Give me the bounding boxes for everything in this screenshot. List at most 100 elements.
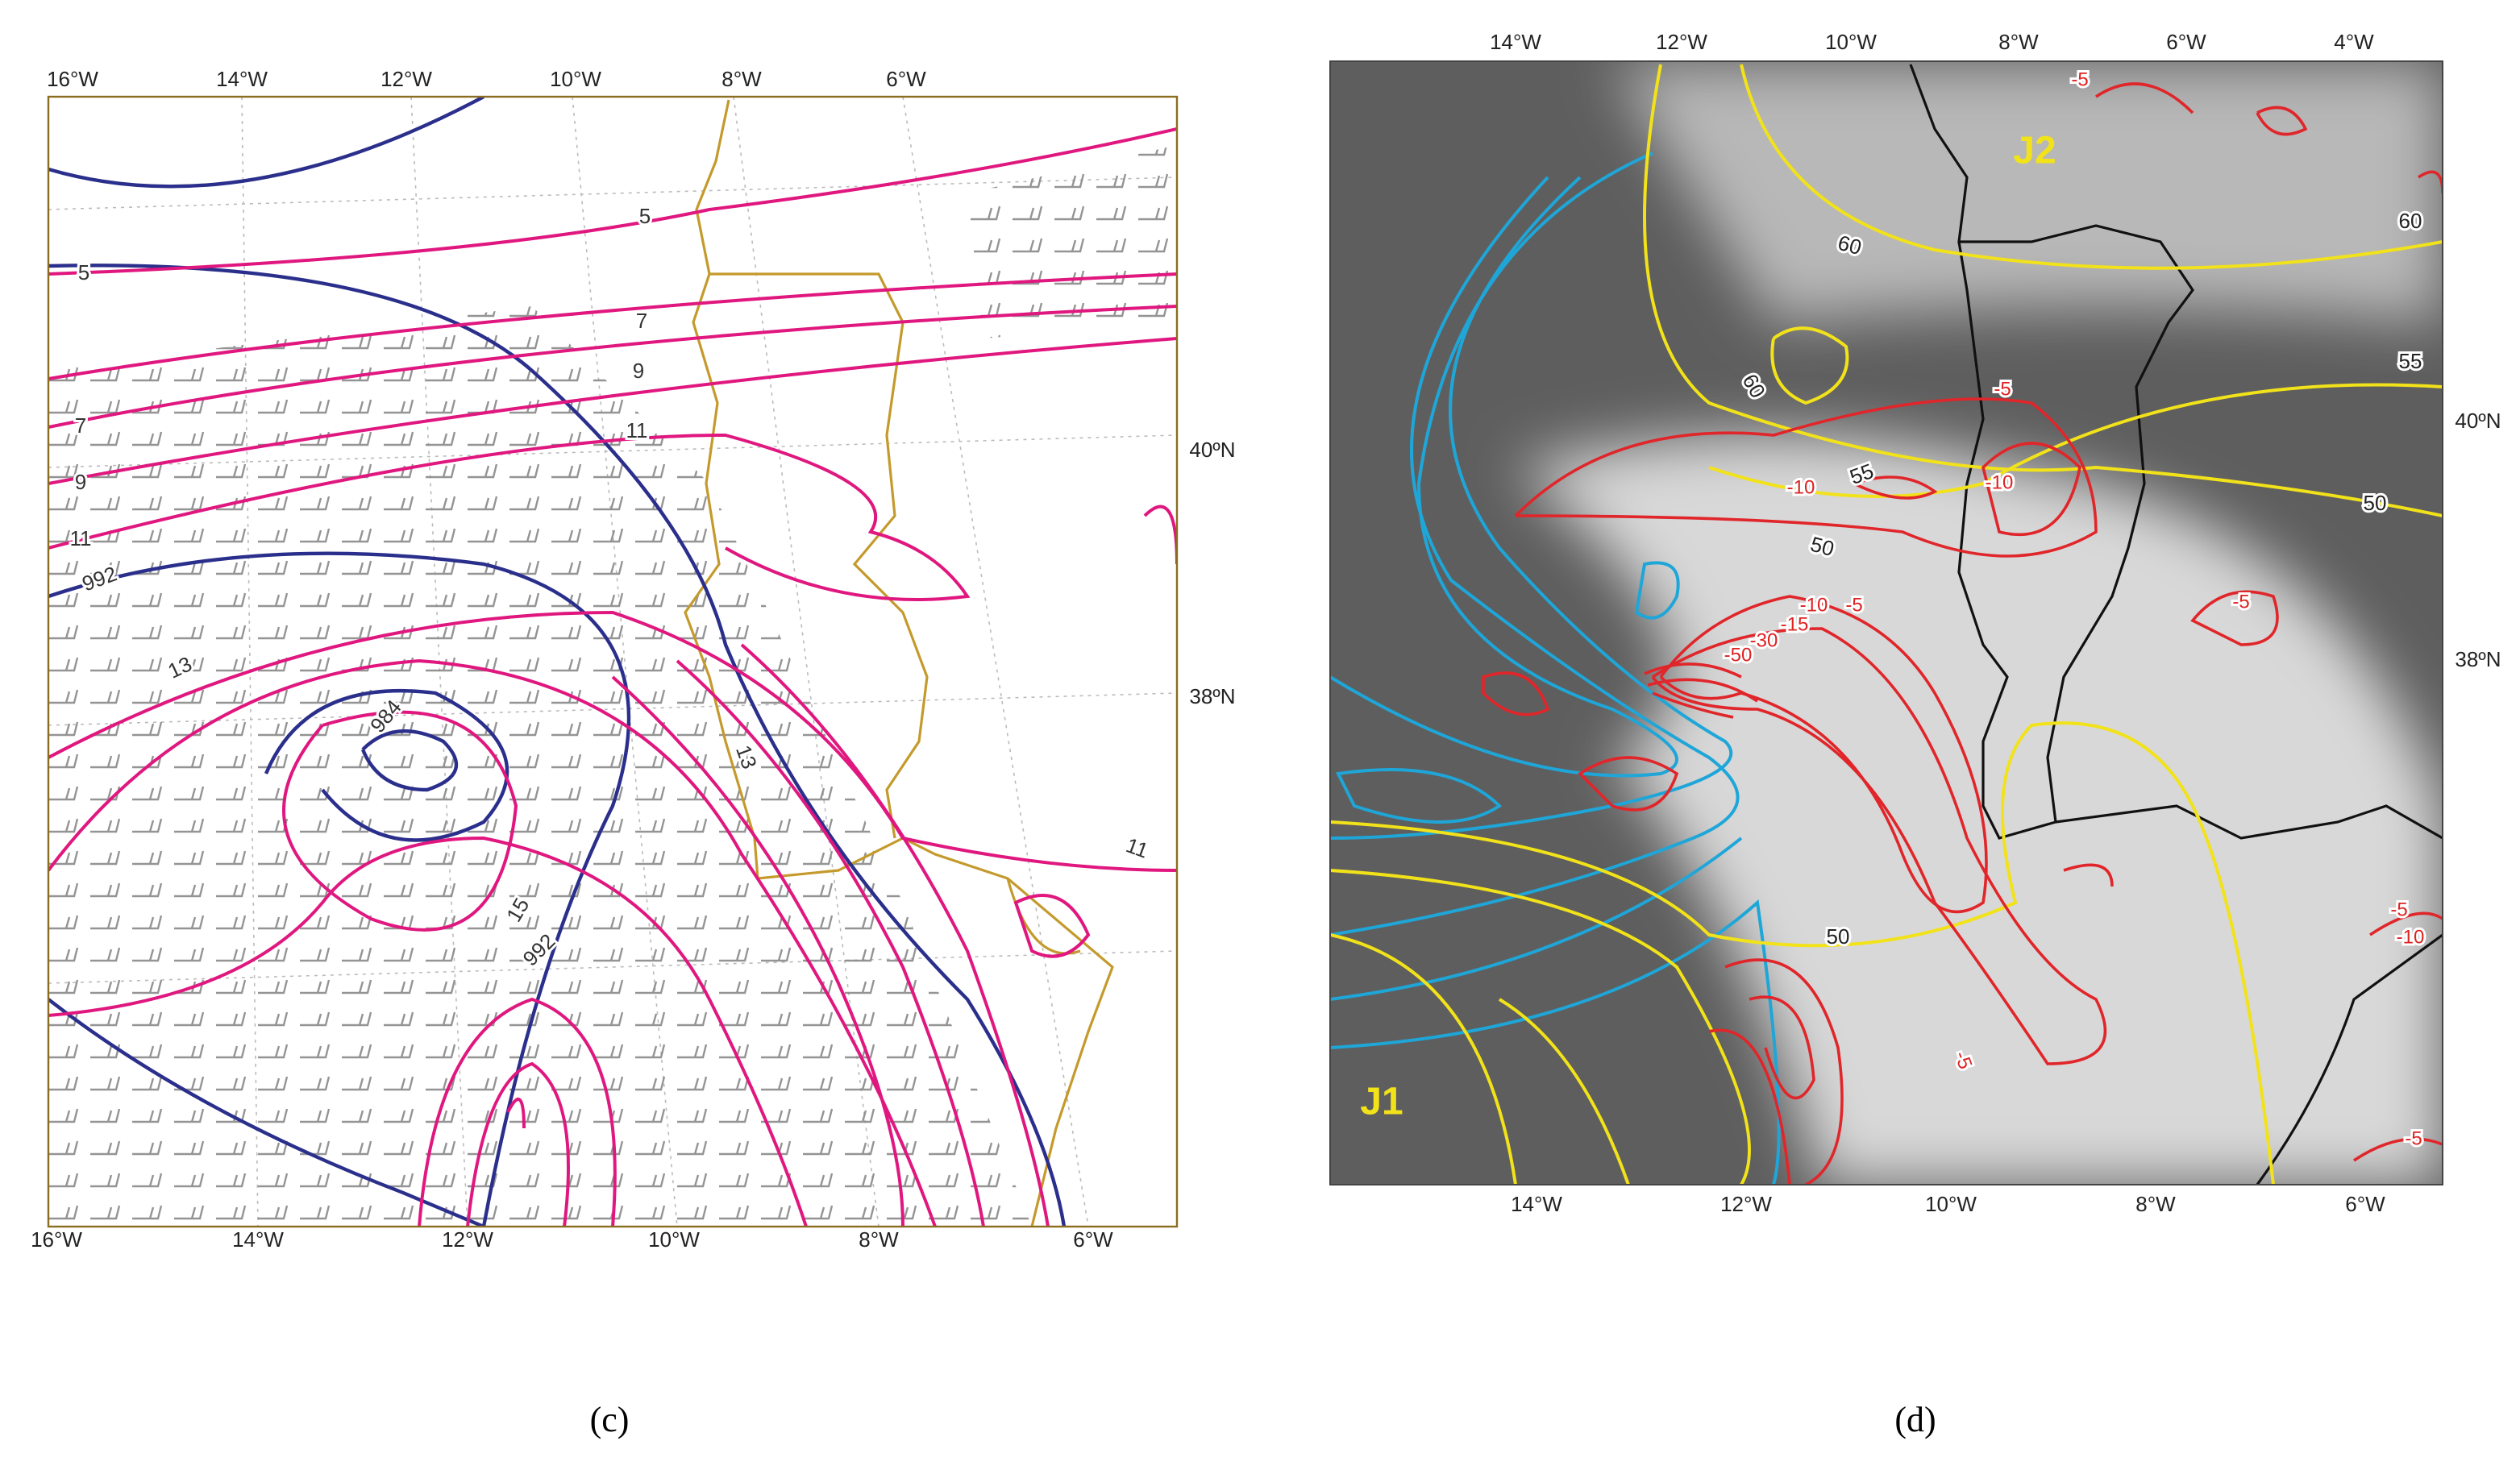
contour-label: -5 [1994,378,2011,400]
lon-label: 12°W [442,1227,493,1252]
lon-label: 16°W [47,67,98,91]
lon-label: 14°W [232,1227,284,1252]
contour [48,433,971,601]
lon-label: 10°W [648,1227,700,1252]
lon-label: 12°W [380,67,432,91]
lon-label: 8°W [721,67,762,91]
contour-label: 11 [626,418,648,442]
lon-label: 8°W [859,1227,899,1252]
region-label: J1 [1360,1081,1403,1123]
contour [48,305,1177,429]
contour [418,997,617,1227]
panel-c-labels: 5 5 7 9 11 7 9 11 992 13 984 13 15 992 1… [31,67,1236,1439]
contour-label: 5 [639,204,651,228]
contour-label: -5 [2071,69,2088,90]
contour-label: 9 [633,359,644,383]
lon-label: 8°W [2135,1192,2176,1216]
panel-d-map [1330,61,2443,1185]
lon-label: 12°W [1720,1192,1772,1216]
contour [1708,383,2443,498]
contour-label: -15 [1781,613,1809,635]
contour [1335,561,1680,824]
contour [1659,595,1988,914]
contour [48,337,1177,485]
contour [48,272,1177,380]
lat-label: 38ºN [2455,647,2501,671]
contour-label: 60 [2399,209,2422,233]
caption: (c) [590,1400,630,1439]
lon-label: 14°W [1490,30,1541,54]
wind-barbs [48,145,1177,1227]
lon-label: 10°W [1825,30,1877,54]
contour [48,127,1177,276]
contour [282,710,518,932]
lat-label: 40ºN [2455,409,2501,433]
lon-label: 16°W [31,1227,82,1252]
isobar [48,551,631,1227]
caption: (d) [1894,1400,1936,1439]
contour-label: -10 [1787,476,1815,498]
isobar [264,689,509,842]
lat-label: 38ºN [1189,684,1235,708]
contour [48,836,808,1227]
contour-label: -10 [1986,471,2014,493]
contour [1770,326,1849,405]
coastline [1909,64,2443,1185]
cloud-band [1516,435,2443,1185]
map-frame [47,95,1179,1228]
lon-label: 4°W [2334,30,2374,54]
contour-label: -5 [2405,1127,2422,1149]
contour [1330,869,1751,1185]
isobar [360,729,459,792]
contour-label: -50 [1724,644,1753,666]
panel-c-map [48,97,1177,1227]
contour [48,610,1177,872]
lon-label: 12°W [1656,30,1707,54]
lon-label: 6°W [2345,1192,2385,1216]
contour-label: 5 [78,260,89,284]
contour [1853,442,2081,537]
lon-label: 6°W [2166,30,2206,54]
contour [1644,662,1758,719]
lon-label: 14°W [1511,1192,1562,1216]
contour-label: -5 [2232,591,2249,612]
contour [1482,671,1679,812]
region-label: J2 [2013,130,2056,172]
contour-label: 7 [636,309,647,333]
contour [1330,176,1781,1185]
contour [48,658,937,1227]
contour-label: -5 [1845,594,1862,616]
contour [1330,721,2275,1185]
contour-label: 50 [2364,491,2387,515]
lon-label: 10°W [1925,1192,1977,1216]
contour [2063,82,2443,1162]
contour-label: 11 [70,526,92,550]
contour-label: -5 [2390,899,2407,920]
contour [1651,627,2107,1065]
lon-label: 8°W [1998,30,2039,54]
contour [1330,176,1733,840]
contour-label: 9 [75,470,86,494]
lon-label: 6°W [886,67,926,91]
lat-label: 40ºN [1189,438,1235,462]
contour [1740,64,2443,270]
contour [1514,397,2098,558]
lon-label: 14°W [216,67,268,91]
isobar [48,264,1067,1227]
contour-label: -10 [1800,594,1828,616]
coastline [684,99,1114,1227]
contour [611,643,1050,1227]
isobar [48,97,485,189]
contour-label: 55 [2399,349,2422,373]
isobar [48,998,484,1227]
contour [1643,64,2443,517]
map-frame [1329,60,2443,1185]
lon-label: 6°W [1073,1227,1113,1252]
contour-label: -30 [1750,629,1778,651]
contour-label: 7 [75,413,86,438]
contour-label: -10 [2397,926,2425,948]
contour [1708,958,1844,1185]
cloud-band [1612,64,2443,322]
